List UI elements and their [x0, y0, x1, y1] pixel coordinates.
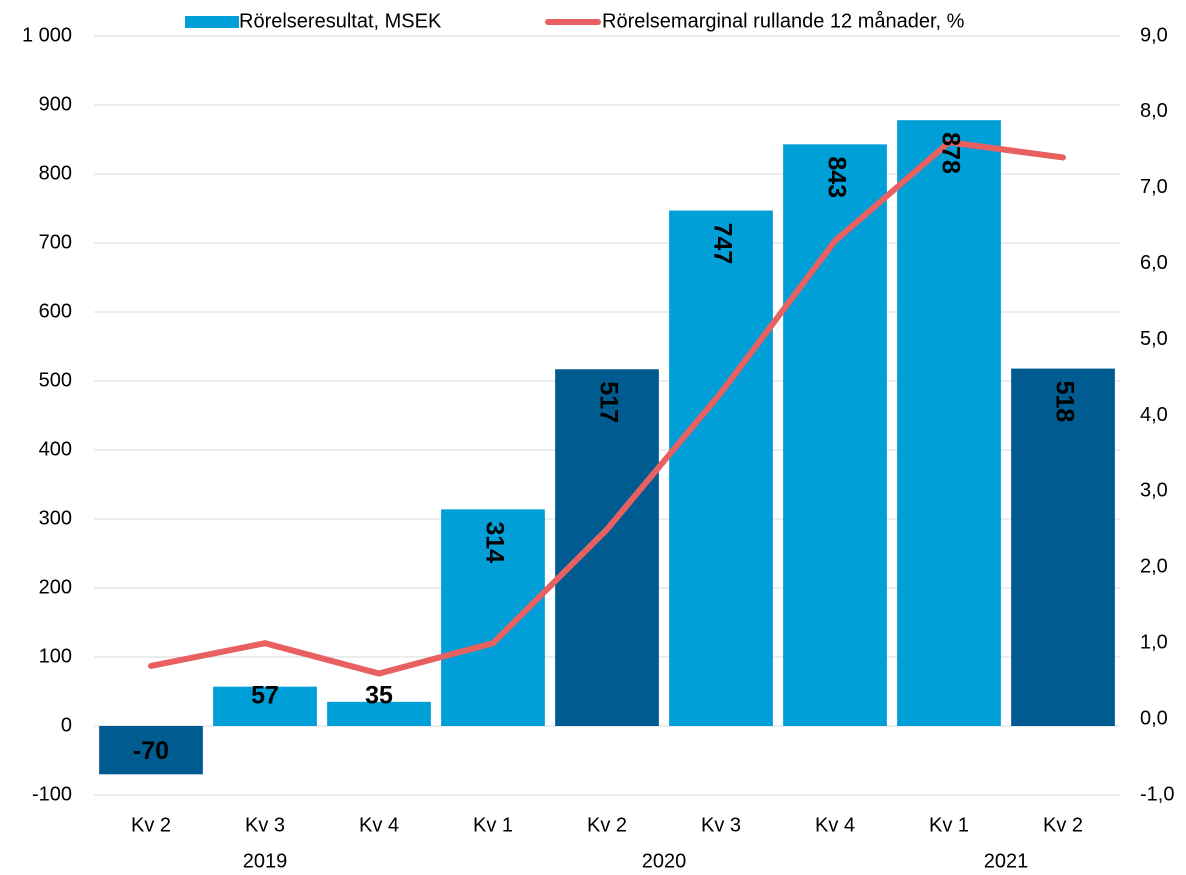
- value-label: 314: [480, 521, 508, 563]
- bar: [897, 120, 1001, 727]
- legend-label: Rörelseresultat, MSEK: [239, 10, 442, 32]
- value-label: 878: [936, 132, 964, 174]
- y2-tick-label: 2,0: [1140, 556, 1168, 578]
- x-tick-label: Kv 4: [359, 814, 399, 836]
- x-tick-label: Kv 2: [587, 814, 627, 836]
- bar: [555, 369, 659, 726]
- y2-tick-label: 4,0: [1140, 404, 1168, 426]
- y-tick-label: 400: [39, 438, 72, 460]
- y-tick-label: 900: [39, 93, 72, 115]
- x-group-label: 2019: [243, 850, 288, 872]
- x-tick-label: Kv 3: [245, 814, 285, 836]
- bar: [99, 726, 203, 775]
- y2-tick-label: 5,0: [1140, 328, 1168, 350]
- bar: [441, 509, 545, 726]
- y2-tick-label: 8,0: [1140, 100, 1168, 122]
- x-tick-label: Kv 2: [131, 814, 171, 836]
- bar: [327, 701, 431, 726]
- y-tick-label: 600: [39, 300, 72, 322]
- value-label: 57: [251, 682, 279, 710]
- x-tick-label: Kv 4: [815, 814, 855, 836]
- legend-label: Rörelsemarginal rullande 12 månader, %: [602, 10, 965, 32]
- y-tick-label: 200: [39, 576, 72, 598]
- x-group-label: 2020: [642, 850, 687, 872]
- y-tick-label: 700: [39, 231, 72, 253]
- y-tick-label: 800: [39, 162, 72, 184]
- y2-tick-label: -1,0: [1140, 783, 1174, 805]
- y2-tick-label: 3,0: [1140, 480, 1168, 502]
- y-tick-label: 300: [39, 507, 72, 529]
- y-tick-label: 500: [39, 369, 72, 391]
- value-label: 518: [1050, 381, 1078, 423]
- line: [148, 139, 1066, 677]
- y-tick-label: -100: [32, 783, 72, 805]
- y-tick-label: 1 000: [22, 24, 72, 46]
- x-tick-label: Kv 1: [473, 814, 513, 836]
- bar: [213, 686, 317, 726]
- y-tick-label: 100: [39, 645, 72, 667]
- x-tick-label: Kv 3: [701, 814, 741, 836]
- legend-swatch: [185, 16, 239, 28]
- value-label: 843: [822, 156, 850, 198]
- x-group-label: 2021: [984, 850, 1029, 872]
- y2-tick-label: 7,0: [1140, 176, 1168, 198]
- x-tick-label: Kv 1: [929, 814, 969, 836]
- y2-tick-label: 1,0: [1140, 631, 1168, 653]
- value-label: 747: [708, 223, 736, 265]
- bar: [1011, 368, 1115, 726]
- value-label: 517: [594, 381, 622, 423]
- y-tick-label: 0: [61, 714, 72, 736]
- y2-tick-label: 0,0: [1140, 707, 1168, 729]
- bar: [669, 210, 773, 726]
- x-tick-label: Kv 2: [1043, 814, 1083, 836]
- bar: [783, 144, 887, 726]
- y2-tick-label: 6,0: [1140, 252, 1168, 274]
- y2-tick-label: 9,0: [1140, 24, 1168, 46]
- value-label: 35: [365, 682, 393, 710]
- value-label: -70: [133, 737, 169, 765]
